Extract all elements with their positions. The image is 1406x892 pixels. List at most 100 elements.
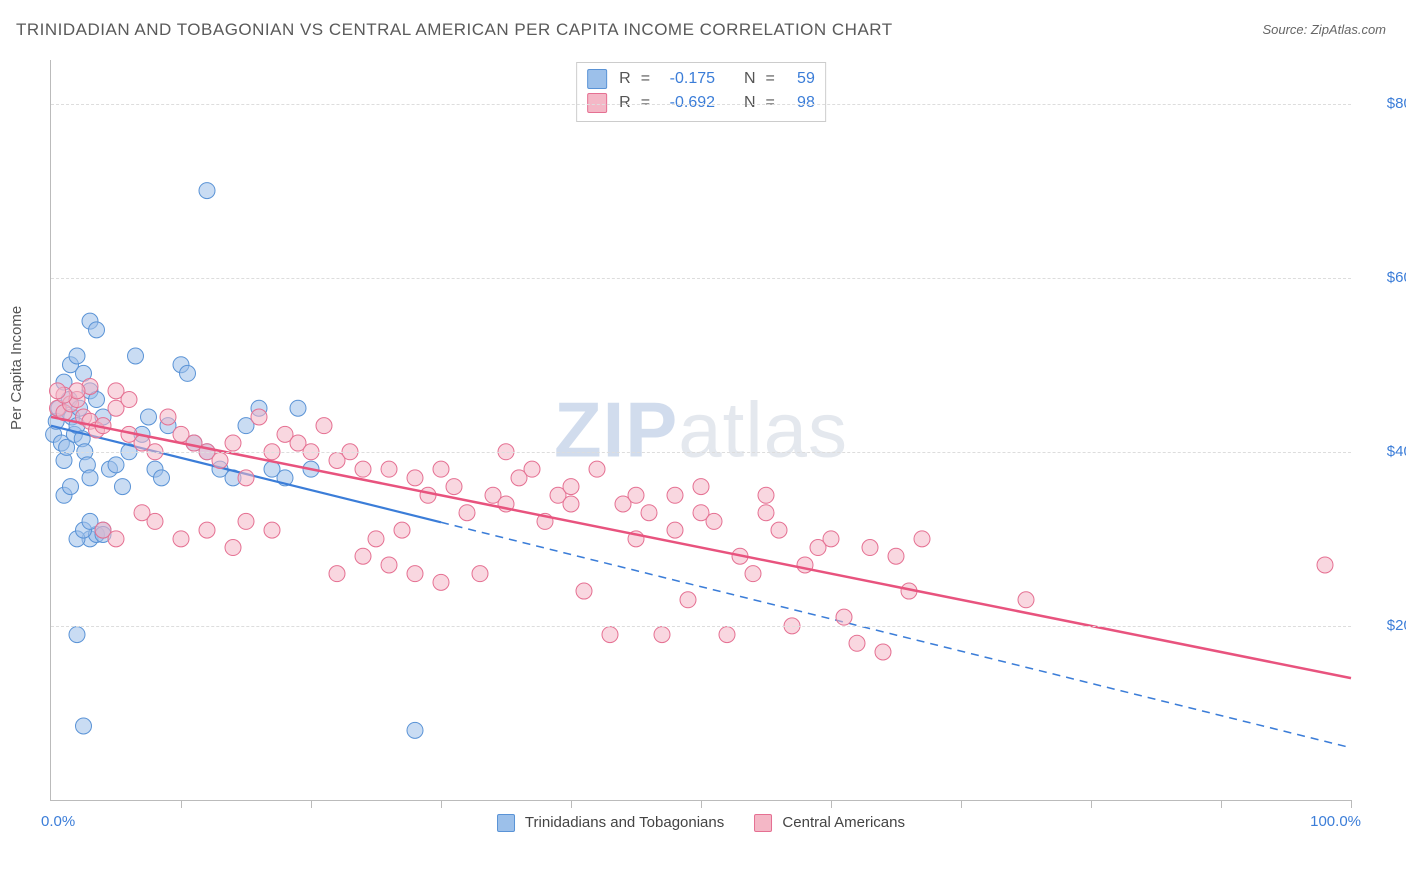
data-point bbox=[472, 566, 488, 582]
data-point bbox=[771, 522, 787, 538]
data-point bbox=[329, 566, 345, 582]
data-point bbox=[667, 487, 683, 503]
x-tick bbox=[1351, 800, 1352, 808]
swatch-icon bbox=[754, 814, 772, 832]
data-point bbox=[160, 409, 176, 425]
legend: Trinidadians and Tobagonians Central Ame… bbox=[497, 814, 905, 832]
trend-line bbox=[51, 417, 1351, 678]
x-tick bbox=[961, 800, 962, 808]
data-point bbox=[225, 435, 241, 451]
y-tick-label: $80,000 bbox=[1361, 95, 1406, 112]
legend-item: Central Americans bbox=[754, 814, 905, 832]
data-point bbox=[628, 487, 644, 503]
data-point bbox=[1018, 592, 1034, 608]
data-point bbox=[563, 496, 579, 512]
swatch-icon bbox=[497, 814, 515, 832]
data-point bbox=[888, 548, 904, 564]
data-point bbox=[121, 392, 137, 408]
data-point bbox=[316, 418, 332, 434]
data-point bbox=[251, 409, 267, 425]
data-point bbox=[212, 452, 228, 468]
gridline bbox=[51, 626, 1351, 627]
data-point bbox=[745, 566, 761, 582]
x-max-label: 100.0% bbox=[1310, 813, 1361, 830]
data-point bbox=[706, 513, 722, 529]
data-point bbox=[823, 531, 839, 547]
data-point bbox=[433, 461, 449, 477]
data-point bbox=[862, 540, 878, 556]
data-point bbox=[420, 487, 436, 503]
data-point bbox=[849, 635, 865, 651]
data-point bbox=[641, 505, 657, 521]
data-point bbox=[225, 540, 241, 556]
data-point bbox=[89, 322, 105, 338]
data-point bbox=[69, 627, 85, 643]
y-tick-label: $20,000 bbox=[1361, 617, 1406, 634]
legend-item: Trinidadians and Tobagonians bbox=[497, 814, 724, 832]
data-point bbox=[115, 479, 131, 495]
data-point bbox=[381, 461, 397, 477]
legend-label: Central Americans bbox=[782, 814, 905, 831]
data-point bbox=[76, 718, 92, 734]
data-point bbox=[654, 627, 670, 643]
data-point bbox=[524, 461, 540, 477]
data-point bbox=[141, 409, 157, 425]
data-point bbox=[394, 522, 410, 538]
data-point bbox=[576, 583, 592, 599]
data-point bbox=[914, 531, 930, 547]
x-min-label: 0.0% bbox=[41, 813, 75, 830]
data-point bbox=[680, 592, 696, 608]
data-point bbox=[407, 722, 423, 738]
data-point bbox=[238, 513, 254, 529]
y-axis-label: Per Capita Income bbox=[8, 306, 25, 430]
data-point bbox=[355, 461, 371, 477]
data-point bbox=[290, 400, 306, 416]
data-point bbox=[1317, 557, 1333, 573]
y-tick-label: $40,000 bbox=[1361, 443, 1406, 460]
data-point bbox=[589, 461, 605, 477]
data-point bbox=[407, 470, 423, 486]
y-tick-label: $60,000 bbox=[1361, 269, 1406, 286]
legend-label: Trinidadians and Tobagonians bbox=[525, 814, 724, 831]
data-point bbox=[50, 383, 66, 399]
data-point bbox=[836, 609, 852, 625]
source-citation: Source: ZipAtlas.com bbox=[1262, 22, 1386, 37]
chart-title: TRINIDADIAN AND TOBAGONIAN VS CENTRAL AM… bbox=[16, 20, 893, 40]
data-point bbox=[128, 348, 144, 364]
data-point bbox=[667, 522, 683, 538]
data-point bbox=[63, 479, 79, 495]
chart-svg bbox=[51, 60, 1351, 800]
data-point bbox=[180, 365, 196, 381]
data-point bbox=[368, 531, 384, 547]
data-point bbox=[758, 505, 774, 521]
x-tick bbox=[701, 800, 702, 808]
data-point bbox=[82, 470, 98, 486]
gridline bbox=[51, 452, 1351, 453]
data-point bbox=[433, 574, 449, 590]
data-point bbox=[602, 627, 618, 643]
data-point bbox=[238, 470, 254, 486]
gridline bbox=[51, 104, 1351, 105]
plot-area: ZIPatlas R = -0.175 N = 59 R = -0.692 N … bbox=[50, 60, 1351, 801]
data-point bbox=[875, 644, 891, 660]
data-point bbox=[459, 505, 475, 521]
data-point bbox=[563, 479, 579, 495]
x-tick bbox=[1091, 800, 1092, 808]
data-point bbox=[154, 470, 170, 486]
data-point bbox=[693, 479, 709, 495]
data-point bbox=[381, 557, 397, 573]
data-point bbox=[147, 513, 163, 529]
x-tick bbox=[831, 800, 832, 808]
x-tick bbox=[571, 800, 572, 808]
gridline bbox=[51, 278, 1351, 279]
data-point bbox=[355, 548, 371, 564]
data-point bbox=[69, 348, 85, 364]
data-point bbox=[199, 522, 215, 538]
data-point bbox=[199, 183, 215, 199]
data-point bbox=[108, 457, 124, 473]
x-tick bbox=[181, 800, 182, 808]
data-point bbox=[407, 566, 423, 582]
x-tick bbox=[1221, 800, 1222, 808]
data-point bbox=[719, 627, 735, 643]
data-point bbox=[446, 479, 462, 495]
